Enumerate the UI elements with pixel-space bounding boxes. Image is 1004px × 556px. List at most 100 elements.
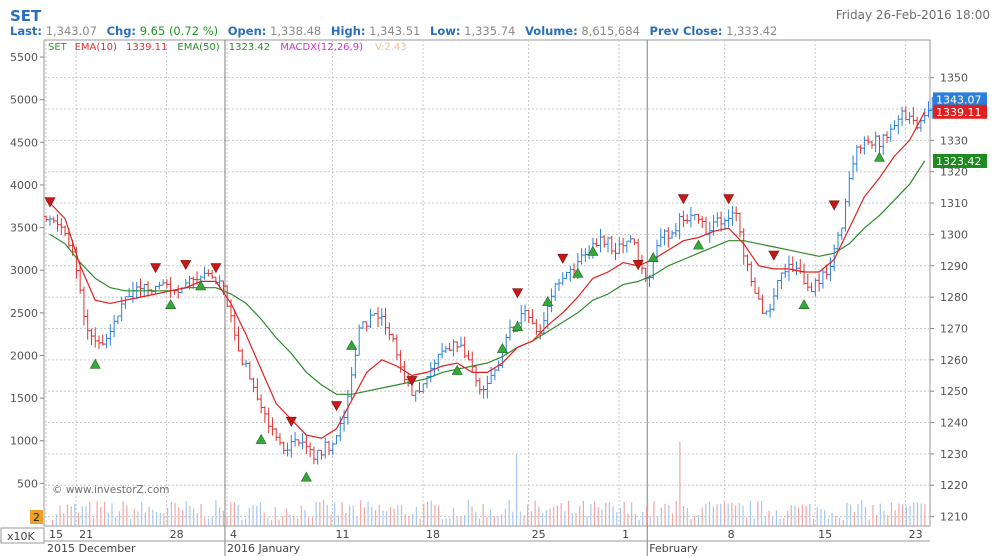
volume-bar: [545, 510, 547, 526]
volume-bar: [204, 517, 206, 526]
ohlc-bar: [308, 442, 313, 457]
svg-text:1343.07: 1343.07: [936, 93, 982, 106]
volume-bar: [289, 514, 291, 526]
volume-bar: [701, 507, 703, 526]
volume-bar: [137, 511, 139, 526]
volume-bar: [868, 519, 870, 526]
ohlc-bar: [828, 257, 833, 281]
ohlc-bar: [507, 319, 512, 341]
chg-label: Chg:: [106, 24, 137, 38]
ohlc-bar: [786, 255, 791, 281]
open-value: 1,338.48: [270, 24, 322, 38]
volume-bar: [397, 504, 399, 526]
volume-bar: [879, 503, 881, 526]
volume-bar: [649, 516, 651, 526]
volume-bar: [801, 504, 803, 526]
ohlc-bar: [843, 198, 848, 232]
volume-bar: [423, 503, 425, 526]
ohlc-bar: [115, 315, 120, 325]
volume-bar: [233, 502, 236, 526]
ohlc-bar: [707, 221, 712, 243]
volume-bar: [144, 512, 146, 526]
volume-bar: [664, 503, 666, 526]
volume-bar: [400, 504, 403, 526]
volume-label: Volume:: [525, 24, 578, 38]
volume-bar: [527, 504, 529, 526]
ohlc-bar: [85, 309, 90, 340]
volume-bar: [642, 512, 644, 526]
ohlc-bar: [869, 140, 874, 149]
last-value: 1,343.07: [45, 24, 97, 38]
ohlc-bar: [688, 206, 693, 228]
ohlc-bar: [553, 282, 558, 301]
unit-label: x10K: [7, 530, 36, 543]
ohlc-bar: [244, 359, 249, 368]
month-label: 2016 January: [227, 542, 301, 555]
volume-bar: [519, 511, 521, 526]
ohlc-bar: [372, 313, 377, 316]
volume-bar: [152, 509, 154, 526]
ohlc-bar: [210, 269, 215, 279]
sell-signal: [285, 416, 297, 427]
ohlc-bar: [847, 171, 852, 207]
volume-bar: [85, 506, 87, 526]
ohlc-bar: [628, 235, 633, 243]
volume-bar: [92, 517, 95, 526]
volume-bar: [70, 506, 72, 526]
ohlc-bar: [564, 271, 569, 280]
ohlc-bar: [455, 341, 460, 353]
volume-bar: [534, 500, 536, 526]
ohlc-bar: [813, 278, 818, 297]
volume-bar: [356, 516, 358, 526]
ohlc-bar: [78, 262, 83, 294]
svg-text:1339.11: 1339.11: [936, 106, 982, 119]
sell-signal: [677, 194, 689, 205]
volume-bar: [553, 506, 555, 526]
volume-bar: [419, 518, 421, 526]
volume-bar: [920, 503, 922, 526]
volume-bar: [645, 506, 648, 526]
sell-signal: [723, 194, 735, 205]
x-tick-label: 23: [909, 528, 923, 541]
ohlc-bar: [202, 266, 207, 280]
legend-item: EMA(50): [177, 42, 219, 53]
ohlc-bar: [734, 206, 739, 222]
volume-bar: [133, 508, 135, 526]
volume-bar: [193, 508, 195, 526]
volume-bar: [683, 505, 685, 526]
volume-bar: [679, 442, 681, 526]
volume-bar: [590, 504, 592, 526]
volume-bar: [757, 501, 759, 526]
volume-bar: [478, 518, 481, 526]
price-badge: 1343.07: [933, 92, 987, 107]
high-label: High:: [330, 24, 366, 38]
ohlc-bar: [277, 433, 282, 446]
volume-bar: [634, 513, 636, 526]
low-value: 1,335.74: [464, 24, 516, 38]
volume-bar: [768, 510, 770, 526]
ohlc-bar: [730, 206, 735, 227]
volume-bar: [378, 504, 380, 526]
ohlc-bar: [421, 383, 426, 394]
volume-bar: [560, 503, 562, 526]
volume-bar: [456, 516, 458, 526]
ohlc-bar: [304, 435, 309, 455]
volume-bar: [653, 501, 655, 526]
watermark: © www.investorZ.com: [52, 484, 170, 496]
volume-bar: [493, 515, 495, 526]
volume-bar: [857, 504, 859, 526]
open-label: Open:: [227, 24, 267, 38]
right-axis-label: 1260: [940, 354, 968, 367]
ohlc-bar: [753, 277, 758, 294]
volume-bar: [259, 502, 262, 526]
volume-bar: [296, 518, 299, 526]
buy-signal: [692, 239, 704, 250]
volume-bar: [835, 515, 837, 526]
right-axis-label: 1330: [940, 134, 968, 147]
ohlc-bar: [820, 268, 825, 289]
volume-bar: [686, 508, 688, 526]
ohlc-bar: [832, 244, 837, 272]
sell-signal: [406, 376, 418, 387]
x-tick-label: 11: [336, 528, 350, 541]
